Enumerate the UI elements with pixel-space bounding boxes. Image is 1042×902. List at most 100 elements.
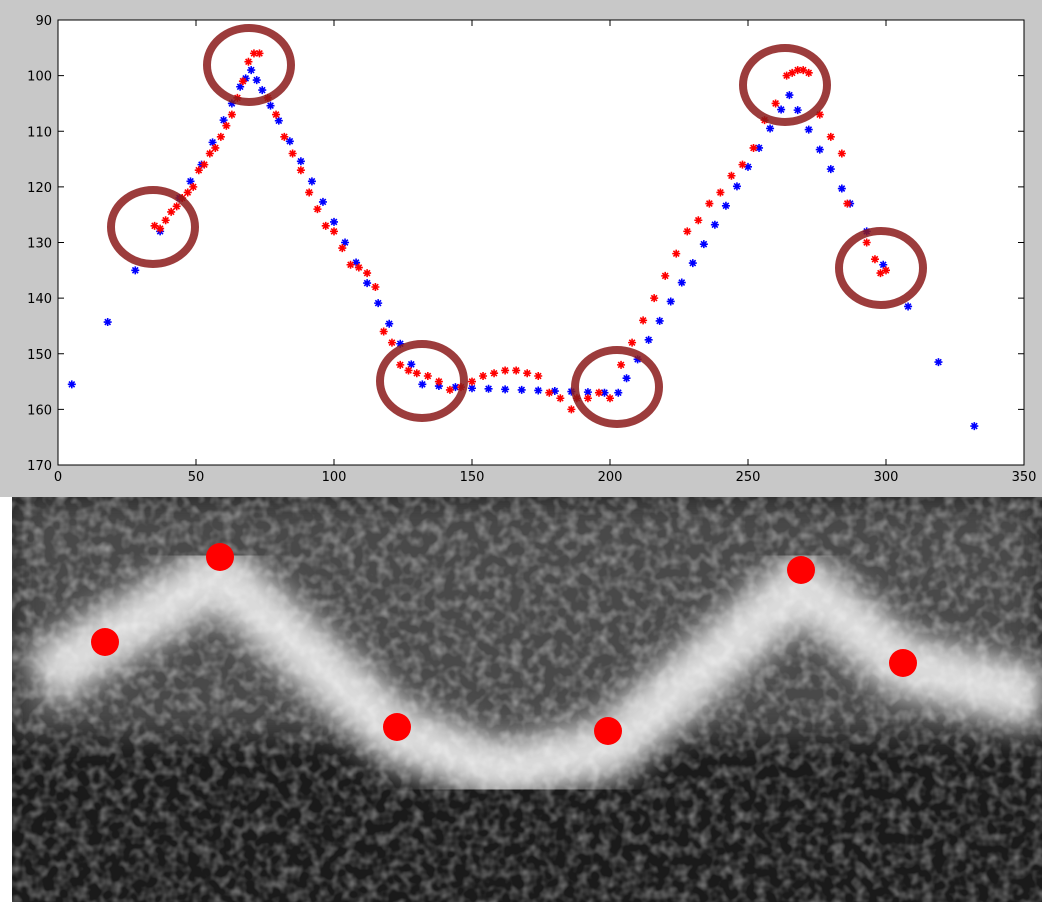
marker — [383, 713, 411, 741]
y-tick-label: 110 — [27, 125, 52, 140]
data-point — [258, 86, 266, 94]
data-point — [485, 385, 493, 393]
y-tick-label: 90 — [35, 14, 52, 29]
data-point — [772, 99, 780, 107]
data-point — [534, 372, 542, 380]
data-point — [222, 122, 230, 130]
data-point — [683, 227, 691, 235]
data-point — [189, 183, 197, 191]
data-point — [330, 227, 338, 235]
data-point — [534, 386, 542, 394]
data-point — [628, 339, 636, 347]
data-point — [131, 266, 139, 274]
data-point — [479, 372, 487, 380]
data-point — [468, 378, 476, 386]
data-point — [805, 69, 813, 77]
data-point — [228, 111, 236, 119]
x-tick-label: 300 — [874, 470, 899, 485]
data-point — [623, 374, 631, 382]
x-tick-label: 350 — [1012, 470, 1037, 485]
data-point — [766, 124, 774, 132]
marker — [787, 556, 815, 584]
data-point — [363, 269, 371, 277]
data-point — [970, 422, 978, 430]
data-point — [255, 49, 263, 57]
data-point — [617, 361, 625, 369]
data-point — [705, 200, 713, 208]
data-point — [661, 272, 669, 280]
data-point — [68, 380, 76, 388]
data-point — [435, 378, 443, 386]
data-point — [200, 161, 208, 169]
data-point — [217, 133, 225, 141]
data-point — [162, 216, 170, 224]
plot-area — [58, 20, 1024, 465]
data-point — [584, 394, 592, 402]
data-point — [838, 150, 846, 158]
data-point — [104, 318, 112, 326]
data-point — [700, 240, 708, 248]
data-point — [694, 216, 702, 224]
data-point — [727, 172, 735, 180]
data-point — [289, 150, 297, 158]
data-point — [501, 385, 509, 393]
y-tick-label: 130 — [27, 237, 52, 252]
y-tick-label: 170 — [27, 459, 52, 474]
data-point — [518, 386, 526, 394]
data-point — [667, 297, 675, 305]
data-point — [385, 320, 393, 328]
data-point — [645, 336, 653, 344]
data-point — [843, 200, 851, 208]
data-point — [827, 133, 835, 141]
data-point — [523, 369, 531, 377]
data-point — [247, 66, 255, 74]
y-tick-label: 160 — [27, 403, 52, 418]
data-point — [253, 76, 261, 84]
data-point — [267, 102, 275, 110]
marker — [91, 628, 119, 656]
ultrasound-image — [12, 497, 1042, 902]
data-point — [313, 205, 321, 213]
page: {"chart_data": {"type": "scatter", "xlim… — [0, 0, 1042, 902]
y-tick-label: 100 — [27, 70, 52, 85]
data-point — [827, 165, 835, 173]
data-point — [173, 202, 181, 210]
data-point — [595, 389, 603, 397]
data-point — [405, 366, 413, 374]
data-point — [338, 244, 346, 252]
data-point — [305, 188, 313, 196]
data-point — [355, 264, 363, 272]
data-point — [678, 279, 686, 287]
data-point — [733, 182, 741, 190]
data-point — [322, 222, 330, 230]
y-tick-label: 150 — [27, 348, 52, 363]
data-point — [711, 221, 719, 229]
x-tick-label: 0 — [54, 470, 62, 485]
data-point — [424, 372, 432, 380]
data-point — [363, 279, 371, 287]
data-point — [738, 161, 746, 169]
speckle — [12, 497, 1042, 902]
data-point — [934, 358, 942, 366]
data-point — [297, 157, 305, 165]
data-point — [816, 146, 824, 154]
data-point — [871, 255, 879, 263]
data-point — [374, 299, 382, 307]
x-tick-label: 200 — [598, 470, 623, 485]
data-point — [244, 58, 252, 66]
data-point — [672, 250, 680, 258]
data-point — [722, 202, 730, 210]
y-tick-label: 120 — [27, 181, 52, 196]
data-point — [650, 294, 658, 302]
x-tick-label: 250 — [736, 470, 761, 485]
data-point — [805, 126, 813, 134]
marker — [594, 717, 622, 745]
data-point — [156, 225, 164, 233]
data-point — [396, 361, 404, 369]
data-point — [272, 111, 280, 119]
data-point — [785, 91, 793, 99]
data-point — [280, 133, 288, 141]
data-point — [319, 198, 327, 206]
x-tick-label: 100 — [322, 470, 347, 485]
data-point — [308, 177, 316, 185]
